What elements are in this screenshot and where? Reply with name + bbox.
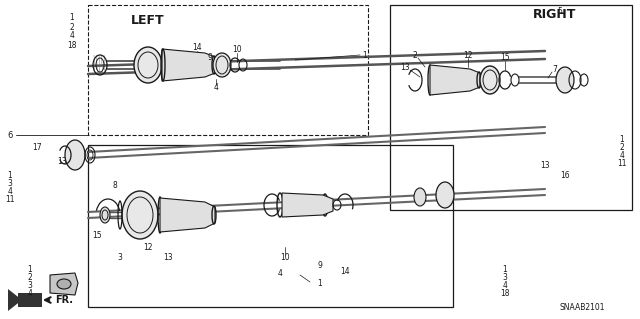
Text: 2: 2	[620, 144, 625, 152]
Text: 10: 10	[232, 46, 242, 55]
Text: 2: 2	[70, 23, 74, 32]
Text: 4: 4	[214, 84, 218, 93]
Text: 10: 10	[280, 254, 290, 263]
Text: 14: 14	[340, 268, 350, 277]
Text: 4: 4	[620, 152, 625, 160]
Text: 1: 1	[8, 170, 12, 180]
Text: RIGHT: RIGHT	[533, 9, 577, 21]
Text: 11: 11	[5, 195, 15, 204]
Ellipse shape	[414, 188, 426, 206]
Text: 4: 4	[278, 270, 282, 278]
Ellipse shape	[100, 207, 110, 223]
Text: 18: 18	[500, 290, 509, 299]
Polygon shape	[8, 289, 22, 311]
Text: 18: 18	[67, 41, 77, 49]
Text: 13: 13	[163, 253, 173, 262]
Text: 3: 3	[502, 273, 508, 283]
Text: 1: 1	[28, 265, 33, 275]
Text: 1: 1	[502, 265, 508, 275]
Bar	[88, 145, 453, 307]
Text: 7: 7	[552, 65, 557, 75]
Text: 2: 2	[28, 273, 33, 283]
Polygon shape	[282, 193, 333, 217]
Text: 11: 11	[617, 160, 627, 168]
Text: 3: 3	[28, 281, 33, 291]
Text: 16: 16	[560, 170, 570, 180]
Text: 9: 9	[207, 53, 212, 62]
Text: 1: 1	[620, 136, 625, 145]
Polygon shape	[162, 49, 215, 81]
Text: 4: 4	[70, 32, 74, 41]
Text: 12: 12	[463, 50, 473, 60]
Text: 4: 4	[502, 281, 508, 291]
Text: 1: 1	[363, 50, 367, 60]
Text: LEFT: LEFT	[131, 13, 165, 26]
Polygon shape	[160, 198, 215, 232]
Text: 4: 4	[28, 290, 33, 299]
Text: SNAAB2101: SNAAB2101	[559, 303, 605, 313]
Text: 2: 2	[413, 50, 417, 60]
Text: 3: 3	[8, 179, 12, 188]
Polygon shape	[50, 273, 78, 295]
Text: 1: 1	[70, 13, 74, 23]
Text: 13: 13	[57, 158, 67, 167]
Text: 1: 1	[317, 278, 323, 287]
Text: 12: 12	[143, 243, 153, 253]
Text: 4: 4	[8, 187, 12, 196]
Ellipse shape	[436, 182, 454, 208]
Ellipse shape	[65, 140, 85, 170]
Text: 15: 15	[92, 232, 102, 241]
Text: 13: 13	[540, 160, 550, 169]
Text: 14: 14	[192, 42, 202, 51]
Text: 9: 9	[317, 261, 323, 270]
Bar	[88, 5, 368, 135]
Text: 8: 8	[113, 182, 117, 190]
Polygon shape	[18, 293, 42, 307]
Ellipse shape	[122, 191, 158, 239]
Ellipse shape	[480, 66, 500, 94]
Ellipse shape	[556, 67, 574, 93]
Bar	[390, 5, 632, 210]
Text: 5: 5	[557, 8, 563, 17]
Ellipse shape	[57, 279, 71, 289]
Text: 17: 17	[32, 144, 42, 152]
Ellipse shape	[134, 47, 162, 83]
Text: 13: 13	[400, 63, 410, 71]
Polygon shape	[430, 65, 480, 95]
Text: 15: 15	[500, 54, 510, 63]
Text: 3: 3	[118, 253, 122, 262]
Text: 6: 6	[7, 130, 13, 139]
Text: FR.: FR.	[55, 295, 73, 305]
Ellipse shape	[213, 53, 231, 77]
